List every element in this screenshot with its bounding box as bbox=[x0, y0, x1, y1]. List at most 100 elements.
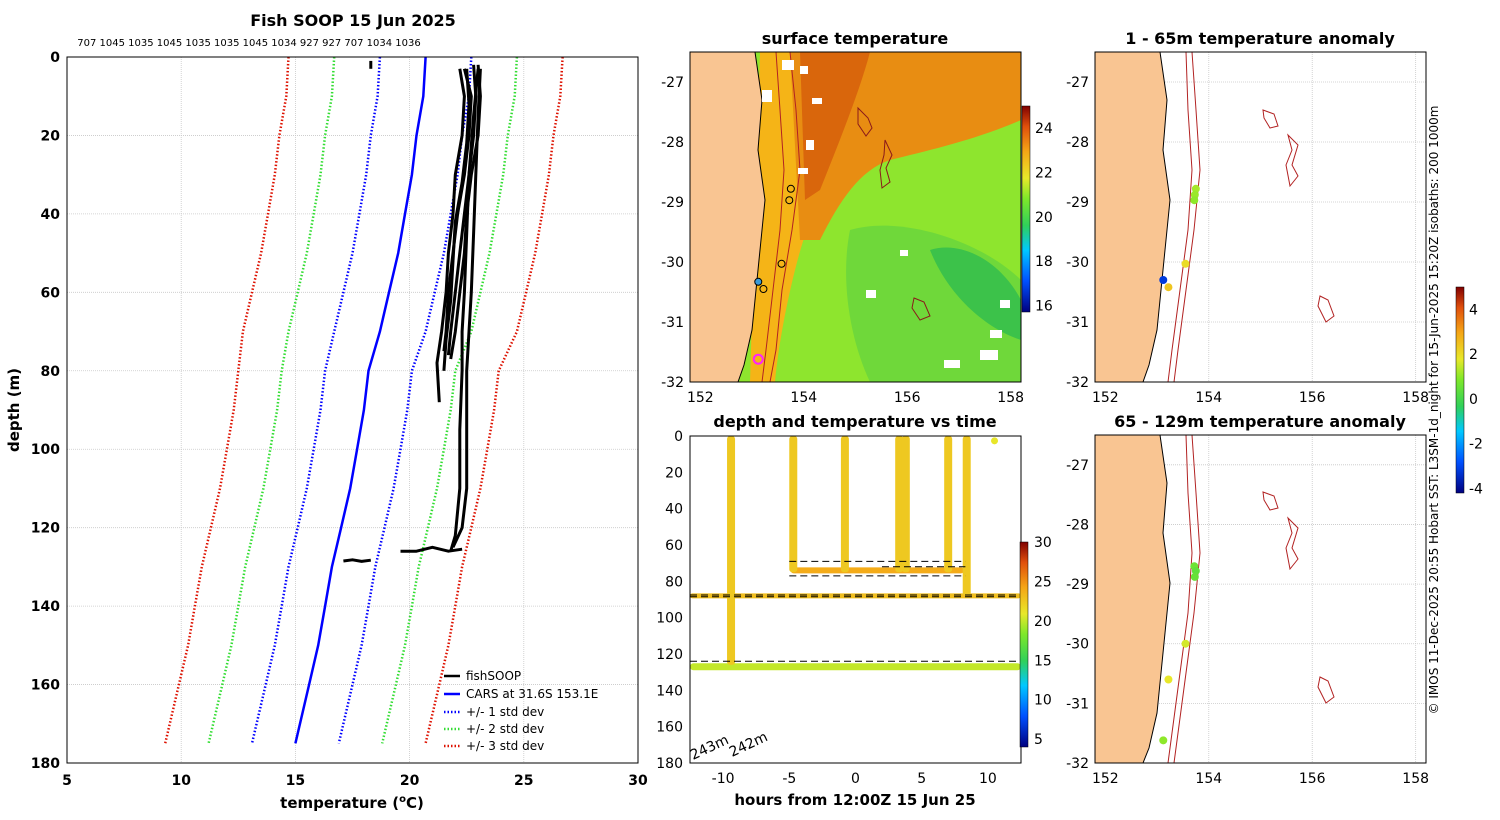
profile-cars-line bbox=[294, 57, 427, 744]
time-x-tick-10: 10 bbox=[979, 771, 997, 787]
anom_shallow-y-tick--29: -29 bbox=[1066, 195, 1089, 211]
anomaly-deep-x-ticks: 152 154 156 158 bbox=[1092, 771, 1429, 787]
anomaly-shallow-seamount-2 bbox=[1285, 133, 1299, 188]
profile-plot-area bbox=[67, 57, 638, 763]
sst_map-x-tick-152: 152 bbox=[687, 390, 714, 406]
anomaly-shallow-isobath-1000 bbox=[1173, 52, 1201, 382]
profile-y-tick-20: 20 bbox=[41, 128, 61, 144]
sst-isobath-1000 bbox=[769, 52, 801, 382]
sst-colorbar bbox=[1021, 105, 1031, 313]
anomaly-deep-land bbox=[1095, 435, 1171, 763]
time-y-tick-0: 0 bbox=[674, 429, 683, 445]
profile-frame bbox=[66, 56, 639, 764]
sst-land bbox=[690, 52, 766, 382]
time-colorbar-tick-15: 15 bbox=[1034, 653, 1052, 669]
anomaly-deep-frame bbox=[1094, 434, 1427, 764]
profile-fishsoop-series-8 bbox=[400, 545, 463, 553]
time-x-tick--5: -5 bbox=[782, 771, 796, 787]
anom_shallow-y-tick--31: -31 bbox=[1066, 315, 1089, 331]
anomaly-deep-y-ticks: -27 -28 -29 -30 -31 -32 bbox=[1066, 458, 1089, 772]
sst-profile-marker-1 bbox=[786, 184, 795, 193]
sst-colorbar-tick-24: 24 bbox=[1035, 121, 1053, 137]
time-cast-3 bbox=[840, 436, 849, 573]
anomaly-colorbar-tick-2: 2 bbox=[1469, 347, 1478, 363]
time-colorbar-tick-10: 10 bbox=[1034, 693, 1052, 709]
anom_shallow-x-tick-156: 156 bbox=[1299, 390, 1326, 406]
profile-y-tick-80: 80 bbox=[41, 364, 61, 380]
anomaly-shallow-seamount-1 bbox=[1262, 109, 1279, 129]
profile-fishsoop-series-5 bbox=[442, 68, 473, 352]
profile-cars-series bbox=[294, 57, 427, 744]
profile-y-tick-100: 100 bbox=[31, 442, 60, 458]
time-band-upper bbox=[790, 567, 965, 574]
anom_deep-x-tick-152: 152 bbox=[1092, 771, 1119, 787]
legend-cars: CARS at 31.6S 153.1E bbox=[466, 687, 598, 701]
sst_map-y-tick--31: -31 bbox=[661, 315, 684, 331]
sst-cloud-gaps bbox=[762, 60, 1010, 368]
profile-x-tick-20: 20 bbox=[400, 773, 420, 789]
sst-colorbar-tick-18: 18 bbox=[1035, 254, 1053, 270]
sst_map-y-tick--28: -28 bbox=[661, 135, 684, 151]
sst-profile-markers bbox=[752, 184, 795, 365]
anomaly-deep-seamount-2 bbox=[1285, 516, 1299, 571]
profile-x-tick-10: 10 bbox=[171, 773, 191, 789]
anomaly-colorbar-tick--2: -2 bbox=[1469, 437, 1483, 453]
time-colorbar-tick-25: 25 bbox=[1034, 574, 1052, 590]
time-y-tick-20: 20 bbox=[665, 465, 683, 481]
sst-x-ticks: 152 154 156 158 bbox=[687, 390, 1024, 406]
time-colorbar bbox=[1019, 541, 1029, 748]
anomaly-shallow-isobath-200 bbox=[1167, 52, 1193, 382]
time-band-mid bbox=[690, 593, 1021, 599]
profile-x-label-sup: o bbox=[399, 794, 406, 805]
anom_shallow-y-tick--28: -28 bbox=[1066, 135, 1089, 151]
sst-map-frame bbox=[689, 51, 1022, 383]
sst-profile-marker-5 bbox=[759, 285, 768, 293]
time-y-tick-160: 160 bbox=[656, 720, 683, 736]
sst-isobath-200 bbox=[761, 52, 785, 382]
profile-x-ticks: 5 10 15 20 25 30 bbox=[62, 773, 648, 789]
time-y-tick-180: 180 bbox=[656, 756, 683, 772]
anom_shallow-x-tick-152: 152 bbox=[1092, 390, 1119, 406]
time-y-tick-140: 140 bbox=[656, 683, 683, 699]
profile-x-tick-15: 15 bbox=[286, 773, 305, 789]
anom_shallow-y-tick--30: -30 bbox=[1066, 255, 1089, 271]
anomaly-colorbar-ticks: -4 -2 0 2 4 bbox=[1469, 302, 1483, 497]
sst_map-y-tick--29: -29 bbox=[661, 195, 684, 211]
time-cast-2 bbox=[789, 436, 798, 573]
profile-fishsoop-lines bbox=[343, 60, 482, 563]
sst_map-y-tick--30: -30 bbox=[661, 255, 684, 271]
sst-hot-core bbox=[800, 52, 870, 200]
anom_deep-x-tick-158: 158 bbox=[1402, 771, 1429, 787]
time-y-tick-40: 40 bbox=[665, 502, 683, 518]
sst-seamount-1 bbox=[857, 106, 873, 137]
profile-x-label: temperature (oC) bbox=[280, 794, 424, 812]
anom_deep-y-tick--27: -27 bbox=[1066, 458, 1089, 474]
sst-seamount-3 bbox=[911, 297, 931, 321]
time-x-tick-5: 5 bbox=[917, 771, 926, 787]
profile-x-label-end: C) bbox=[406, 794, 424, 812]
profile-y-label: depth (m) bbox=[5, 368, 23, 452]
legend-std2: +/- 2 std dev bbox=[466, 722, 544, 736]
profile-std3-plus bbox=[424, 57, 564, 744]
sst_map-x-tick-158: 158 bbox=[997, 390, 1024, 406]
anomaly-deep-title: 65 - 129m temperature anomaly bbox=[1114, 412, 1406, 431]
anomaly-deep-seamount-3 bbox=[1317, 676, 1335, 704]
anomaly-shallow-point-5 bbox=[1159, 276, 1168, 284]
time-cast-1 bbox=[727, 436, 736, 665]
anomaly-deep-point-5 bbox=[1164, 675, 1173, 684]
time-section-panel: depth and temperature vs time -10 -5 0 5 10 … bbox=[656, 412, 1052, 809]
anom_deep-y-tick--29: -29 bbox=[1066, 577, 1089, 593]
time-y-tick-100: 100 bbox=[656, 611, 683, 627]
profile-x-tick-25: 25 bbox=[514, 773, 533, 789]
profile-y-tick-120: 120 bbox=[31, 521, 60, 537]
profile-title: Fish SOOP 15 Jun 2025 bbox=[250, 11, 456, 30]
time-y-tick-60: 60 bbox=[665, 538, 683, 554]
sst-profile-marker-2 bbox=[785, 196, 794, 205]
anom_shallow-x-tick-158: 158 bbox=[1402, 390, 1429, 406]
time-colorbar-tick-5: 5 bbox=[1034, 732, 1043, 748]
anomaly-map-shallow-panel: 1 - 65m temperature anomaly 152 154 156 158… bbox=[1066, 29, 1429, 406]
profile-std1-minus bbox=[250, 57, 382, 744]
anomaly-deep-isobath-1000 bbox=[1173, 435, 1201, 763]
profile-y-tick-140: 140 bbox=[31, 599, 60, 615]
